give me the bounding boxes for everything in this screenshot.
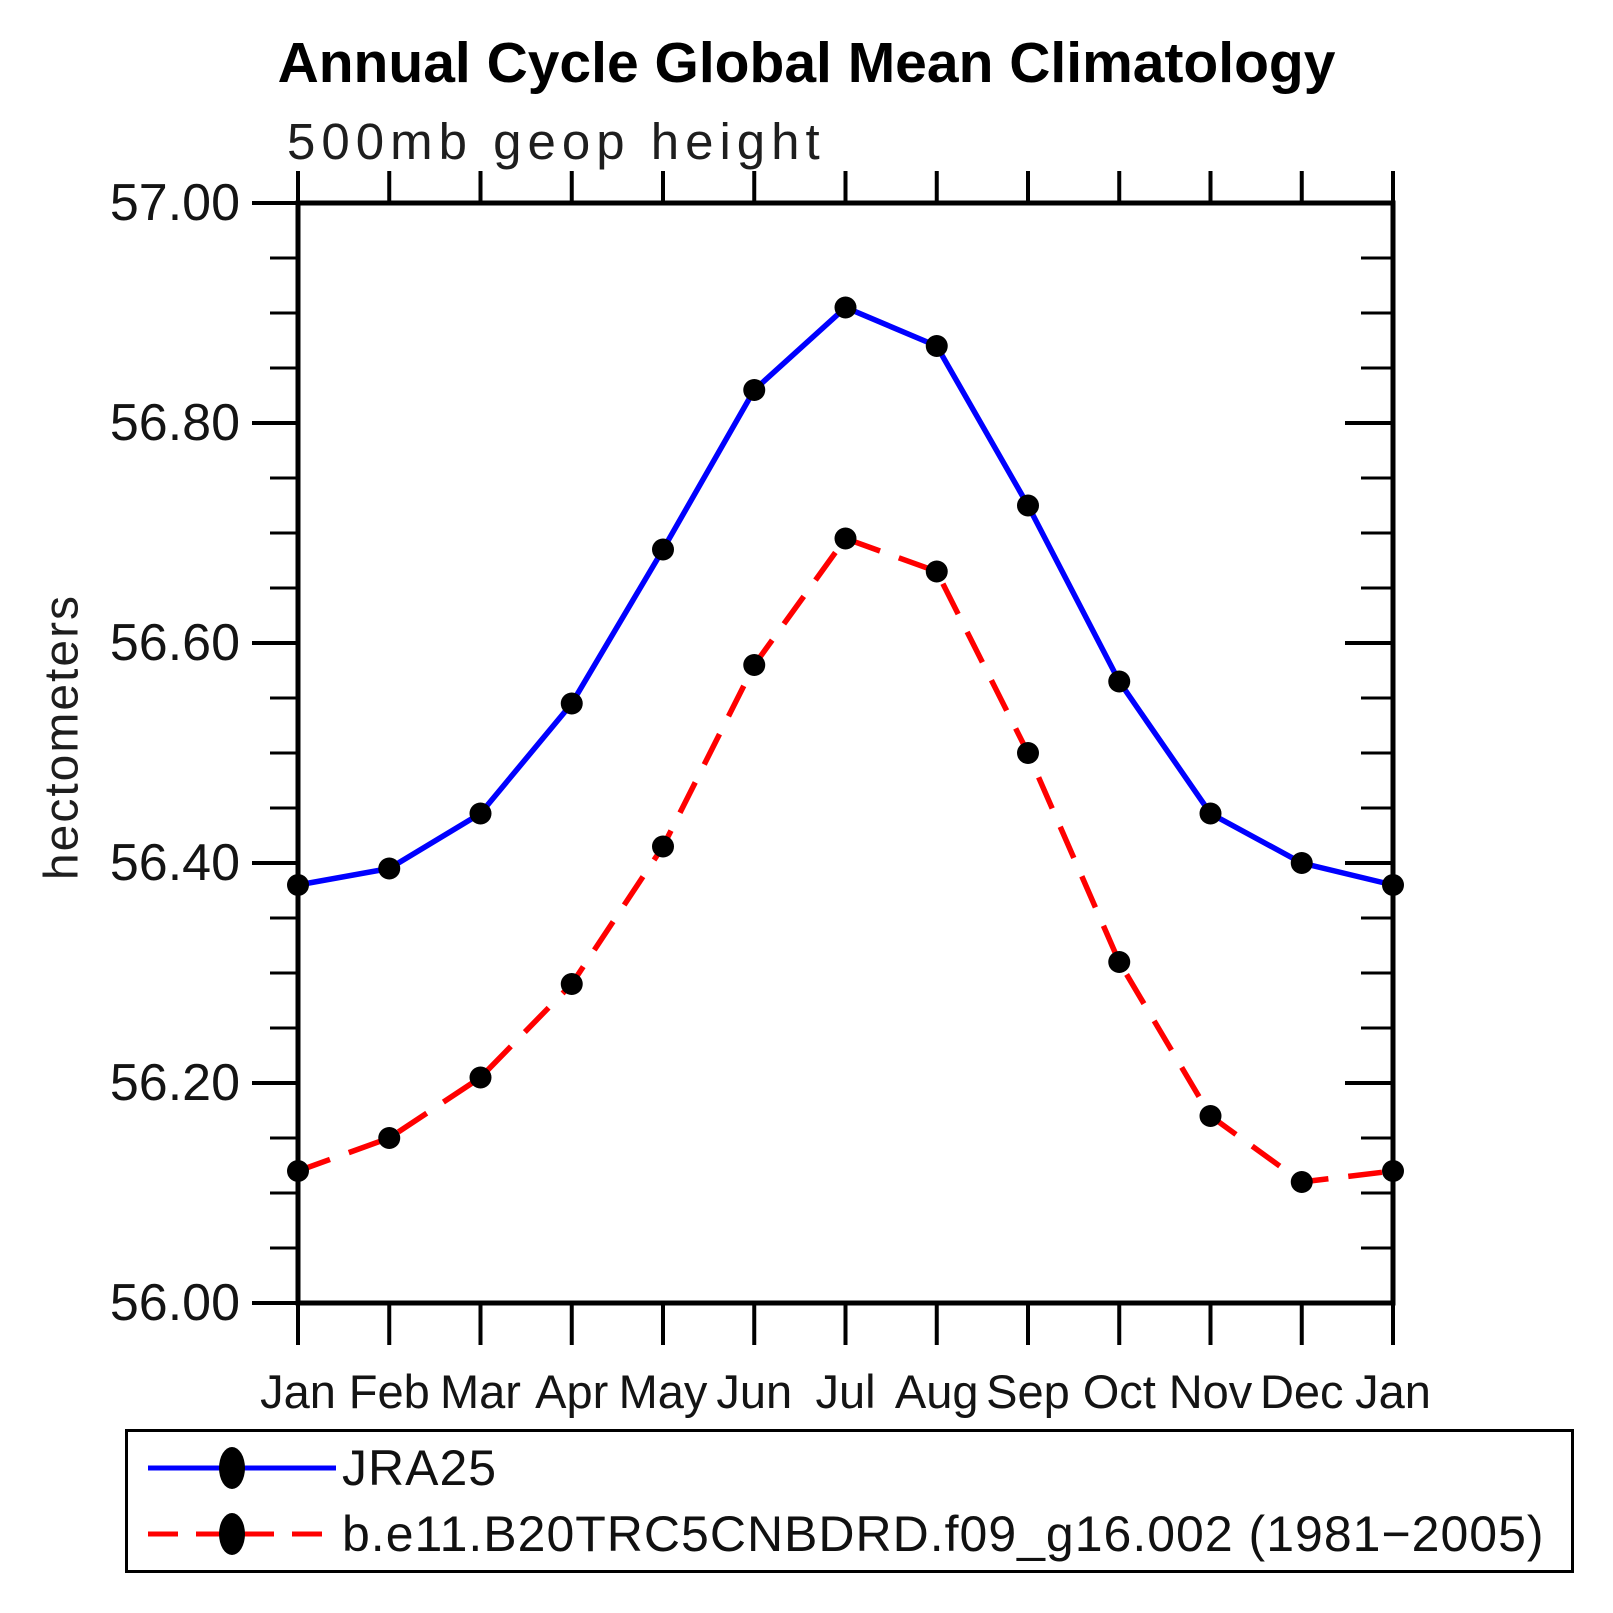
legend-label-model: b.e11.B20TRC5CNBDRD.f09_g16.002 (1981−20… [342,1505,1545,1562]
x-tick-label: Jan [260,1365,336,1418]
data-point-1 [469,1066,492,1089]
x-tick-label: Oct [1083,1365,1156,1418]
plot-frame [295,200,1396,1306]
x-tick-label: Mar [440,1365,521,1418]
y-tick-label: 56.20 [110,1054,240,1112]
series-line-1 [297,535,1394,1185]
data-point-0 [287,874,309,896]
legend-marker-icon [219,1447,245,1490]
x-tick-label: Sep [986,1365,1070,1418]
legend-marker-icon [219,1512,245,1555]
data-point-1 [1290,1171,1313,1193]
legend: JRA25 b.e11.B20TRC5CNBDRD.f09_g16.002 (1… [125,1429,1574,1573]
chart-subtitle: 500mb geop height [287,113,826,170]
legend-item-model: b.e11.B20TRC5CNBDRD.f09_g16.002 (1981−20… [142,1503,1571,1565]
y-tick-label: 57.00 [110,174,240,232]
data-point-1 [1199,1105,1222,1127]
data-point-1 [1017,742,1039,764]
data-point-0 [469,802,492,825]
data-point-1 [1108,951,1131,973]
data-point-0 [925,335,948,357]
y-tick-label: 56.00 [110,1274,240,1332]
y-tick-label: 56.80 [110,394,240,452]
x-tick-label: Feb [349,1365,430,1418]
y-tick-label: 56.40 [110,834,240,892]
data-point-0 [1199,802,1222,825]
legend-label-jra25: JRA25 [342,1440,498,1497]
legend-line-sample-solid [148,1447,336,1490]
data-point-1 [378,1127,401,1149]
y-tick-label: 56.60 [110,614,240,672]
data-point-1 [925,560,948,583]
data-point-1 [1382,1160,1404,1182]
data-point-0 [1108,670,1131,693]
legend-item-jra25: JRA25 [142,1437,1571,1499]
data-point-1 [652,835,674,858]
data-point-0 [1290,852,1313,874]
series-line-0 [297,304,1394,888]
data-point-0 [652,538,674,561]
x-tick-label: Nov [1169,1365,1253,1418]
x-tick-label: Jun [716,1365,792,1418]
data-point-1 [560,973,583,995]
x-tick-label: May [619,1365,708,1418]
data-point-0 [743,379,766,401]
data-point-0 [1382,874,1404,896]
data-point-0 [1017,494,1039,517]
data-point-1 [743,654,766,676]
data-point-0 [378,857,401,880]
legend-line-sample-dashed [148,1512,336,1555]
x-tick-label: Dec [1260,1365,1344,1418]
data-point-1 [834,527,857,550]
data-point-0 [560,692,583,715]
x-tick-label: Aug [895,1365,979,1418]
chart-title: Annual Cycle Global Mean Climatology [277,31,1336,95]
x-tick-label: Jul [815,1365,875,1418]
data-point-1 [287,1160,309,1182]
x-tick-label: Apr [535,1365,608,1418]
x-tick-label: Jan [1355,1365,1431,1418]
data-point-0 [834,296,857,319]
